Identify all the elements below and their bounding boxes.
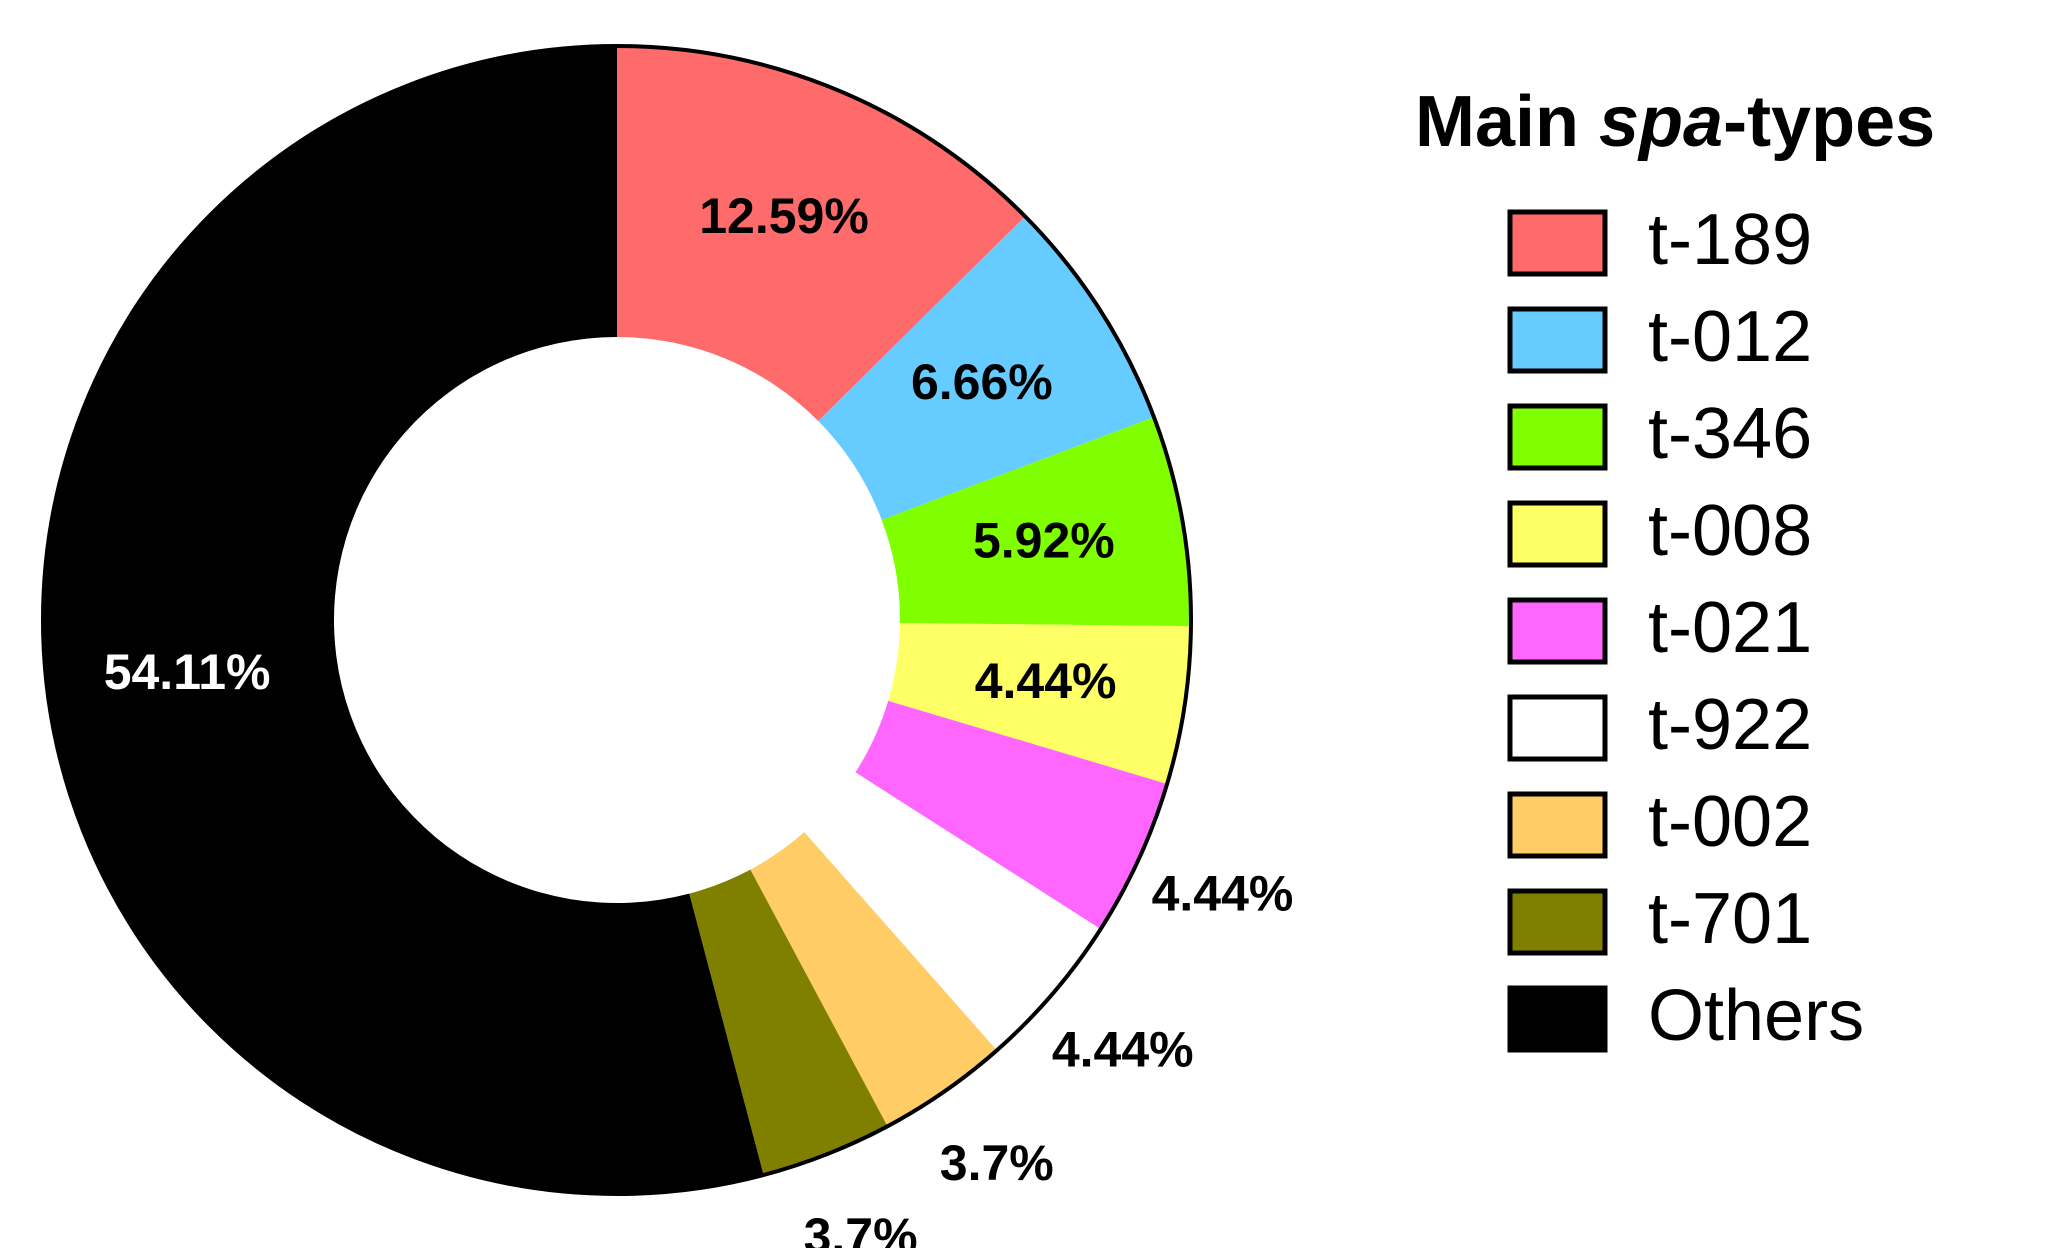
slice-label: 6.66% <box>911 354 1053 410</box>
legend-label: t-002 <box>1648 782 1812 862</box>
legend-label: Others <box>1648 976 1864 1056</box>
donut-slice <box>888 623 1191 784</box>
legend-label: t-008 <box>1648 491 1812 571</box>
slice-label: 5.92% <box>973 513 1115 569</box>
slice-label: 54.11% <box>104 644 271 700</box>
legend-swatch <box>1507 985 1608 1053</box>
legend-label: t-012 <box>1648 297 1812 377</box>
legend-label: t-701 <box>1648 879 1812 959</box>
slice-label: 12.59% <box>699 188 869 244</box>
legend-swatch <box>1507 597 1608 665</box>
donut-slice <box>881 417 1192 627</box>
legend-swatch <box>1507 209 1608 277</box>
legend-swatch <box>1507 694 1608 762</box>
donut-slice <box>42 46 764 1194</box>
legend-title-part: spa <box>1599 82 1723 162</box>
legend-swatch <box>1507 403 1608 471</box>
legend-label: t-189 <box>1648 200 1812 280</box>
legend-label: t-021 <box>1648 588 1812 668</box>
legend-swatch <box>1507 500 1608 568</box>
donut-slice <box>617 46 1026 422</box>
legend-swatch <box>1507 791 1608 859</box>
slice-label: 3.7% <box>940 1135 1054 1191</box>
donut-slice <box>804 772 1101 1051</box>
donut-slice <box>855 700 1168 930</box>
legend-swatch <box>1507 306 1608 374</box>
donut-slice <box>689 869 888 1175</box>
donut-slice <box>750 832 997 1127</box>
slice-label: 4.44% <box>1152 865 1294 921</box>
slice-label: 4.44% <box>975 653 1117 709</box>
legend-title-part: Main <box>1415 82 1599 162</box>
legend-title-part: -types <box>1723 82 1935 162</box>
slice-label: 3.7% <box>804 1208 918 1248</box>
legend-label: t-922 <box>1648 685 1812 765</box>
donut-outline <box>41 44 1193 1196</box>
legend-title: Main spa-types <box>1415 82 1935 162</box>
legend-label: t-346 <box>1648 394 1812 474</box>
legend-swatch <box>1507 888 1608 956</box>
donut-slice <box>818 216 1154 520</box>
slice-label: 4.44% <box>1052 1021 1194 1077</box>
